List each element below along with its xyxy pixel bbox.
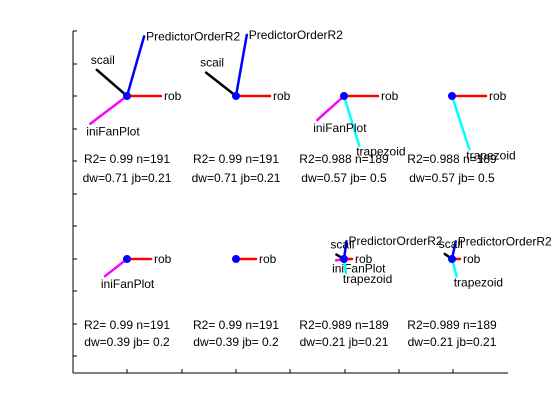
fan-panel: rob trapezoid iniFanPlot R2=0.988 n=189 dw=0… (299, 89, 405, 185)
fan-origin-marker (232, 92, 240, 100)
vector-label-scail: scail (439, 237, 463, 251)
fan-origin-marker (448, 92, 456, 100)
fan-panel: rob PredictorOrderR2 scail R2= 0.99 n=191 dw… (192, 28, 344, 185)
vector-label-iniFanPlot: iniFanPlot (313, 121, 367, 135)
vector-label-scail: scail (200, 56, 224, 70)
vector-PredictorOrderR2 (125, 35, 146, 98)
vector-label-rob: rob (463, 252, 481, 266)
vector-label-trapezoid: trapezoid (454, 275, 503, 289)
panel-stat-r2: R2= 0.99 n=191 (193, 152, 279, 166)
vector-label-PredictorOrderR2: PredictorOrderR2 (249, 28, 343, 42)
vector-label-trapezoid: trapezoid (466, 148, 515, 162)
vector-iniFanPlot (89, 94, 129, 125)
vector-label-rob: rob (259, 252, 277, 266)
panel-stat-dw: dw=0.71 jb=0.21 (83, 171, 172, 185)
panel-stat-r2: R2=0.989 n=189 (299, 318, 389, 332)
panel-stat-r2: R2=0.988 n=189 (299, 152, 389, 166)
fan-panel: rob PredictorOrderR2 scail iniFanPlot R2= 0.… (83, 29, 241, 185)
panel-stat-dw: dw=0.21 jb=0.21 (300, 335, 389, 349)
vector-iniFanPlot (103, 257, 129, 278)
fan-panel: rob iniFanPlot R2= 0.99 n=191 dw=0.39 jb= 0… (84, 252, 172, 349)
panel-stat-dw: dw=0.39 jb= 0.2 (193, 335, 279, 349)
panel-stat-dw: dw=0.39 jb= 0.2 (84, 335, 170, 349)
fan-origin-marker (232, 255, 240, 263)
vector-label-scail: scail (91, 53, 115, 67)
axes-layer (72, 30, 508, 374)
fan-panel: robPredictorOrderR2scailiniFanPlottrapez… (299, 234, 443, 349)
vector-PredictorOrderR2 (234, 33, 249, 98)
fan-origin-marker (340, 92, 348, 100)
vector-label-trapezoid: trapezoid (356, 145, 405, 159)
vector-label-rob: rob (381, 89, 399, 103)
vector-label-rob: rob (154, 252, 172, 266)
vector-label-iniFanPlot: iniFanPlot (86, 125, 140, 139)
vector-label-trapezoid: trapezoid (343, 272, 392, 286)
fan-origin-marker (123, 255, 131, 263)
fan-origin-marker (123, 92, 131, 100)
panel-stat-r2: R2= 0.99 n=191 (84, 152, 170, 166)
vector-scail (204, 71, 238, 98)
fan-origin-marker (340, 255, 348, 263)
vector-label-rob: rob (489, 89, 507, 103)
vector-trapezoid (450, 94, 471, 151)
vector-label-rob: rob (355, 252, 373, 266)
panel-stat-r2: R2=0.988 n=189 (407, 152, 497, 166)
vector-iniFanPlot (315, 94, 346, 122)
panel-stat-r2: R2= 0.99 n=191 (84, 318, 170, 332)
fan-origin-marker (448, 255, 456, 263)
panel-stat-dw: dw=0.57 jb= 0.5 (409, 171, 495, 185)
panel-stat-dw: dw=0.71 jb=0.21 (192, 171, 281, 185)
vector-label-PredictorOrderR2: PredictorOrderR2 (458, 234, 552, 248)
vector-label-scail: scail (330, 238, 354, 252)
panel-stat-r2: R2=0.989 n=189 (407, 318, 497, 332)
vector-label-rob: rob (164, 89, 182, 103)
panel-stat-dw: dw=0.21 jb=0.21 (408, 335, 497, 349)
vector-trapezoid (342, 94, 361, 147)
vector-label-rob: rob (273, 89, 291, 103)
vector-label-PredictorOrderR2: PredictorOrderR2 (146, 29, 240, 43)
vector-scail (95, 68, 129, 98)
fan-panel: rob R2= 0.99 n=191 dw=0.39 jb= 0.2 (193, 252, 279, 349)
vector-label-iniFanPlot: iniFanPlot (101, 277, 155, 291)
panel-stat-r2: R2= 0.99 n=191 (193, 318, 279, 332)
vector-label-PredictorOrderR2: PredictorOrderR2 (349, 234, 443, 248)
panel-stat-dw: dw=0.57 jb= 0.5 (301, 171, 387, 185)
